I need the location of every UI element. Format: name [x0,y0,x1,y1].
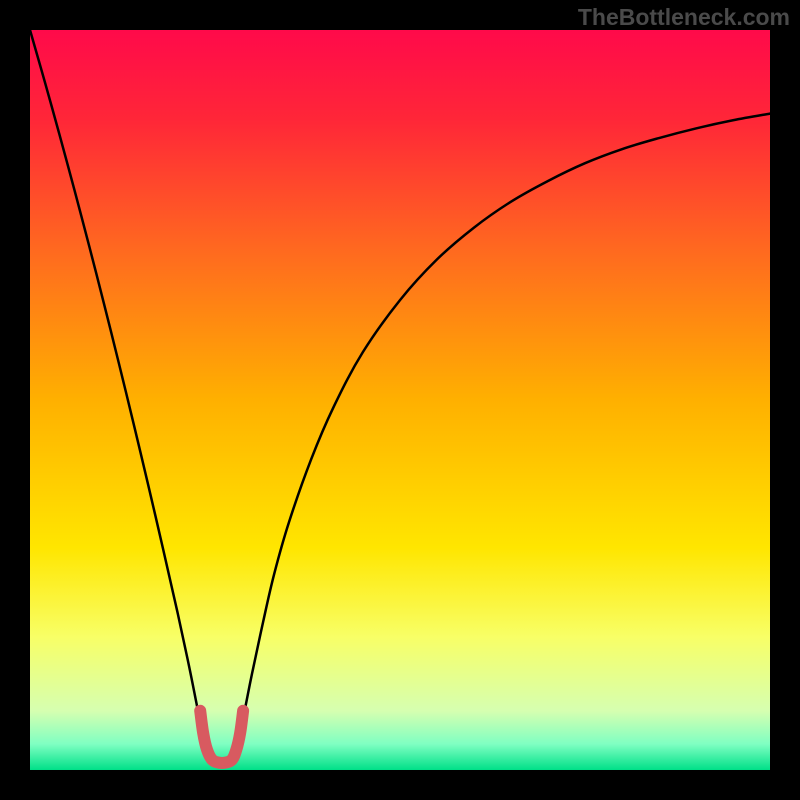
plot-area [30,30,770,770]
bottleneck-curve-svg [0,0,800,800]
chart-container: TheBottleneck.com [0,0,800,800]
